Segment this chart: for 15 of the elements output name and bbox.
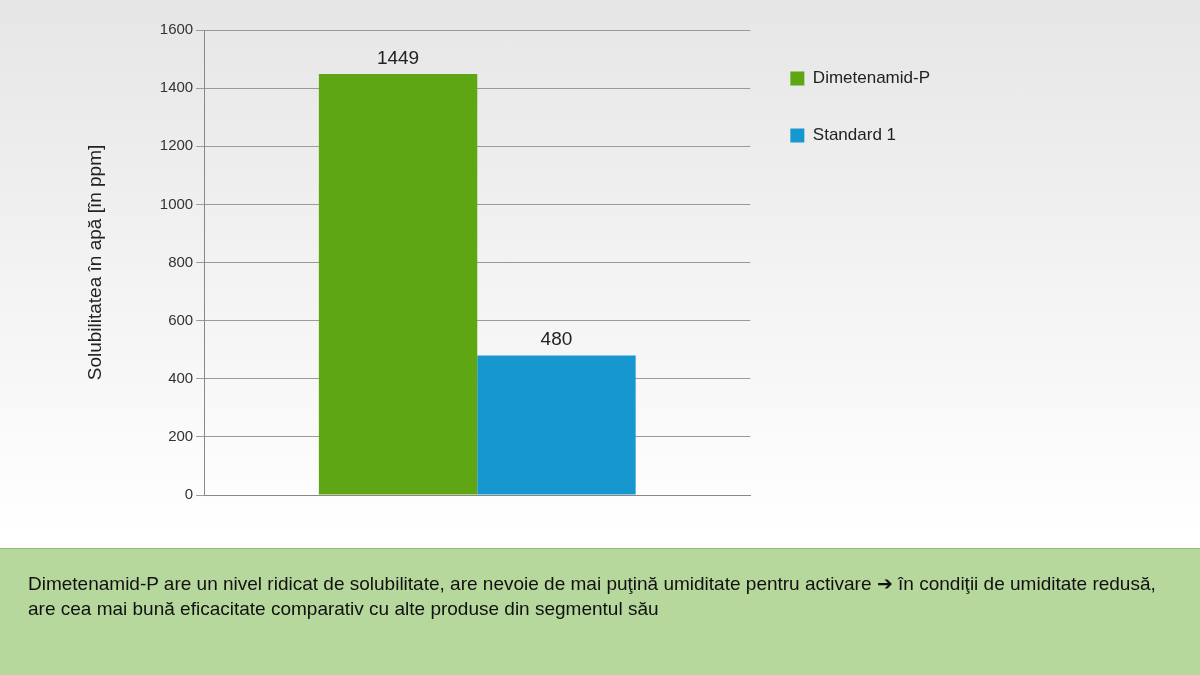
data-label: 1449: [376, 46, 420, 68]
y-tick-label: 1400: [159, 78, 194, 96]
y-tick-label: 200: [168, 427, 194, 445]
y-tick-label: 600: [168, 310, 194, 328]
y-tick-label: 800: [168, 252, 194, 270]
legend-label: Dimetenamid-P: [812, 68, 931, 88]
y-tick-label: 0: [184, 485, 194, 503]
text: Dimetenamid-P are un nivel ridicat de solubilitate, are nevoie de mai puţină umiditate pentru activare ➔ în condiţii de umiditate redusă, are cea mai bună eficacitate comparativ cu alte produse din segmentul său: [28, 572, 1157, 621]
y-tick-label: 1600: [159, 20, 194, 38]
y-axis-title: Solubilitatea în apă [în ppm]: [83, 144, 105, 381]
y-tick-label: 1000: [159, 194, 194, 212]
data-label: 480: [540, 328, 573, 350]
legend-label: Standard 1: [812, 125, 897, 145]
y-tick-label: 400: [168, 368, 194, 386]
y-tick-label: 1200: [159, 136, 194, 154]
